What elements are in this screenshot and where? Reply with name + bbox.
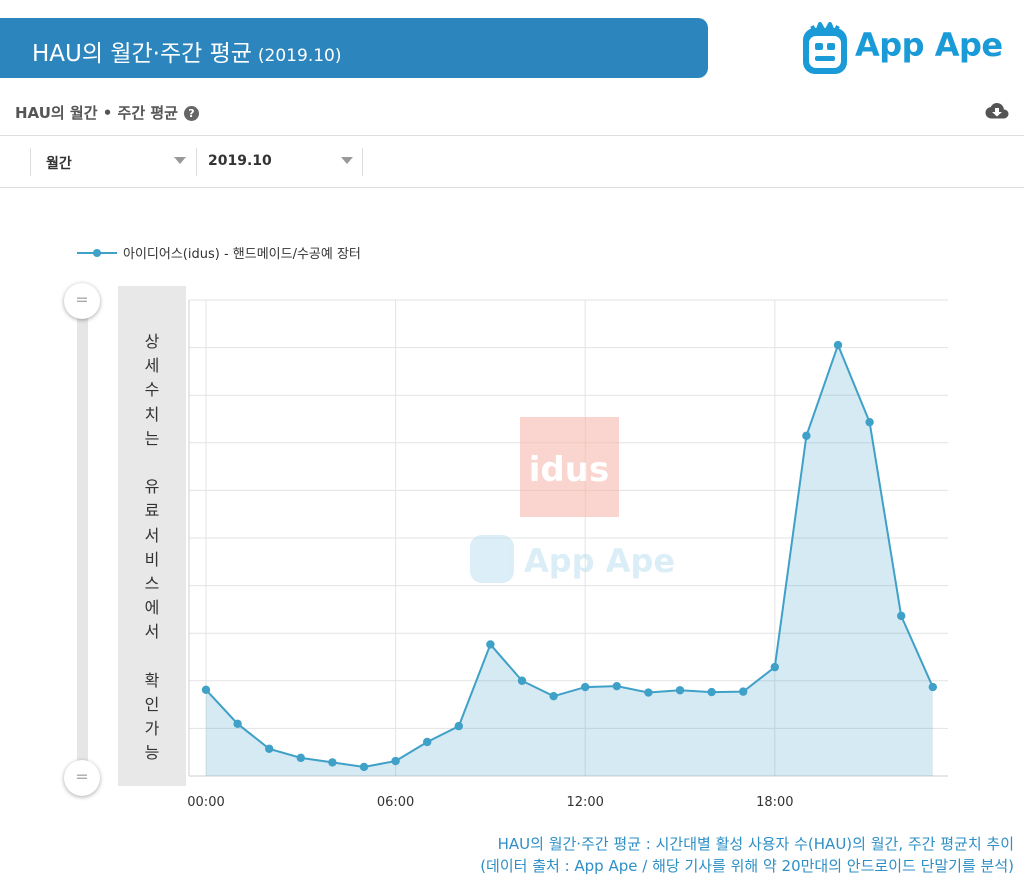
section-title: HAU의 월간 • 주간 평균?: [15, 102, 199, 123]
brand-name: App Ape: [855, 26, 1003, 64]
paid-service-notice-text: 상 세 수 치 는 유 료 서 비 스 에 서 확 인 가 능: [144, 332, 160, 763]
chevron-down-icon: [174, 157, 186, 164]
data-point-4: [328, 758, 337, 767]
banner-title: HAU의 월간·주간 평균 (2019.10): [32, 34, 342, 68]
period-select-value: 월간: [46, 156, 72, 172]
caption-line-2: (데이터 출처 : App Ape / 해당 기사를 위해 약 20만대의 안드…: [480, 857, 1014, 875]
app-ape-watermark-icon: [470, 535, 514, 583]
legend-series-label: 아이디어스(idus) - 핸드메이드/수공예 장터: [123, 247, 361, 262]
data-point-7: [423, 737, 432, 747]
chart-grid: [188, 299, 948, 777]
data-point-12: [581, 682, 590, 692]
x-tick-label: 06:00: [377, 795, 414, 810]
range-slider-top-handle[interactable]: =: [64, 283, 100, 319]
legend-line-marker-icon: [77, 247, 117, 259]
month-select[interactable]: 2019.10: [196, 148, 363, 176]
data-point-8: [454, 721, 463, 731]
data-point-16: [707, 687, 716, 697]
series-area-fill: [206, 345, 933, 776]
data-point-5: [359, 762, 369, 772]
chart-legend[interactable]: 아이디어스(idus) - 핸드메이드/수공예 장터: [77, 243, 361, 262]
x-axis-ticks: 00:00 06:00 12:00 18:00: [187, 795, 793, 810]
banner-title-text: HAU의 월간·주간 평균: [32, 41, 252, 67]
data-point-15: [675, 686, 685, 695]
data-point-0: [201, 685, 211, 695]
chart-caption: HAU의 월간·주간 평균 : 시간대별 활성 사용자 수(HAU)의 월간, …: [480, 833, 1014, 877]
data-point-13: [612, 681, 621, 691]
watermark: idus App Ape: [470, 417, 675, 583]
data-point-11: [549, 691, 558, 701]
data-point-9: [486, 640, 495, 649]
data-point-19: [802, 431, 811, 440]
data-point-6: [391, 756, 400, 766]
caption-line-1: HAU의 월간·주간 평균 : 시간대별 활성 사용자 수(HAU)의 월간, …: [497, 835, 1014, 853]
data-point-23: [928, 682, 937, 692]
cloud-download-icon[interactable]: [985, 102, 1009, 120]
app-ape-logo: App Ape: [800, 18, 1010, 80]
banner-subtitle: (2019.10): [257, 46, 342, 66]
section-title-text: HAU의 월간 • 주간 평균: [15, 104, 178, 122]
data-point-10: [517, 676, 527, 685]
help-icon[interactable]: ?: [183, 106, 199, 121]
range-slider-bottom-handle[interactable]: =: [64, 760, 100, 796]
data-point-3: [296, 753, 305, 763]
month-select-value: 2019.10: [208, 153, 272, 169]
data-point-2: [265, 744, 274, 753]
series-line: [205, 342, 934, 768]
data-point-1: [233, 719, 242, 729]
data-point-17: [739, 687, 748, 696]
data-point-21: [865, 417, 874, 427]
period-select[interactable]: 월간: [30, 148, 197, 176]
data-point-14: [644, 688, 653, 697]
range-slider-track[interactable]: [77, 300, 88, 778]
series-layer: [201, 340, 937, 776]
x-tick-label: 00:00: [187, 795, 224, 810]
data-point-22: [897, 611, 906, 621]
idus-watermark-logo-icon: [520, 417, 619, 517]
title-banner: HAU의 월간·주간 평균 (2019.10): [0, 18, 708, 78]
paid-service-notice: 상 세 수 치 는 유 료 서 비 스 에 서 확 인 가 능: [118, 286, 186, 786]
app-ape-watermark-text: App Ape: [524, 542, 675, 580]
x-tick-label: 12:00: [566, 795, 603, 810]
data-point-20: [833, 340, 843, 350]
filter-bar: 월간 2019.10: [0, 135, 1024, 188]
x-tick-label: 18:00: [756, 795, 793, 810]
chevron-down-icon: [341, 157, 353, 164]
app-ape-mascot-icon: [803, 22, 847, 74]
data-point-18: [770, 662, 779, 672]
idus-watermark-text: idus: [529, 450, 609, 490]
